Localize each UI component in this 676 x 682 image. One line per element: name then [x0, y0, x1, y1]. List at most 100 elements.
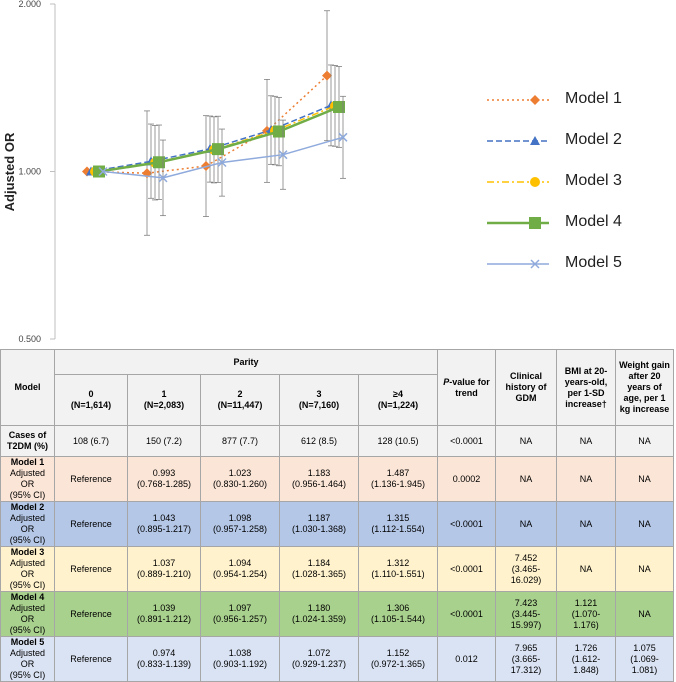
legend-item-model-5: Model 5	[485, 252, 675, 276]
gdm-header: Clinical history of GDM	[495, 349, 558, 426]
parity-label: 2	[237, 389, 243, 399]
model-ci-label: (95% CI)	[9, 625, 46, 635]
weight-ci: (1.069-1.081)	[630, 653, 659, 675]
or-cell: 1.094 (0.954-1.254)	[200, 546, 280, 592]
gdm-ci: (3.665-17.312)	[510, 653, 542, 675]
or-value: 1.043	[152, 513, 176, 523]
parity-label: 0	[88, 389, 94, 399]
legend-swatch-model-5	[487, 259, 549, 269]
legend-swatch-model-4	[487, 217, 549, 229]
gdm-value: NA	[519, 473, 533, 484]
reference-cell: Reference	[54, 456, 128, 502]
legend-label-model-5: Model 5	[565, 254, 622, 271]
p-value-cell: <0.0001	[437, 501, 497, 547]
bmi-value: NA	[579, 518, 593, 529]
or-cell: 1.037 (0.889-1.210)	[127, 546, 201, 592]
model-ci-label: (95% CI)	[9, 670, 46, 680]
or-cell: 1.038 (0.903-1.192)	[200, 636, 280, 682]
legend-label-model-3: Model 3	[565, 172, 622, 189]
weight-gain-header: Weight gain after 20 years of age, per 1…	[615, 349, 675, 426]
or-ci: (1.024-1.359)	[291, 614, 347, 624]
model-row-2: Model 2 Adjusted OR (95% CI) Reference 1.043…	[0, 501, 675, 547]
model-row-3: Model 3 Adjusted OR (95% CI) Reference 1.037…	[0, 546, 675, 592]
or-cell: 1.097 (0.956-1.257)	[200, 591, 280, 637]
y-axis-title: Adjusted OR	[2, 132, 17, 211]
or-cell: 1.180 (1.024-1.359)	[279, 591, 359, 637]
gdm-cell: NA	[495, 501, 558, 547]
or-value: 1.072	[307, 648, 331, 658]
model-1-line	[86, 75, 328, 174]
parity-n: (N=11,447)	[217, 400, 263, 410]
model-title: Model 1	[10, 457, 45, 468]
bmi-cell: 1.726 (1.612-1.848)	[556, 636, 617, 682]
model-5-point	[158, 173, 168, 183]
cases-cell: 108 (6.7)	[54, 425, 128, 457]
or-cell: 0.974 (0.833-1.139)	[127, 636, 201, 682]
gdm-ci: (3.445-15.997)	[510, 608, 542, 630]
chart-series	[82, 10, 348, 236]
or-value: 1.306	[386, 603, 410, 613]
model-5-point-stroke	[158, 173, 168, 183]
cases-row: Cases of T2DM (%) 108 (6.7) 150 (7.2) 877 (7…	[0, 425, 675, 457]
or-ci: (0.972-1.365)	[370, 659, 426, 669]
model-4-series	[93, 66, 345, 200]
legend-swatch-model-1	[487, 95, 549, 105]
legend-item-model-3: Model 3	[485, 170, 675, 194]
model-subtitle: Adjusted OR	[9, 558, 46, 579]
p-value-cell: <0.0001	[437, 591, 497, 637]
or-value: 1.038	[228, 648, 252, 658]
p-header-italic: P	[443, 376, 450, 387]
legend-item-model-2: Model 2	[485, 129, 675, 153]
weight-value: NA	[638, 473, 651, 484]
legend-label-model-4: Model 4	[565, 213, 622, 230]
bmi-ci: (1.612-1.848)	[571, 653, 601, 675]
legend-marker-model-4	[529, 217, 541, 229]
weight-value: NA	[638, 608, 651, 619]
model-title: Model 3	[10, 547, 45, 558]
model-subtitle: Adjusted OR	[9, 513, 46, 534]
weight-cell: NA	[615, 501, 675, 547]
or-value: 1.184	[307, 558, 331, 568]
model-title: Model 4	[10, 592, 45, 603]
model-row-header: Model 1 Adjusted OR (95% CI)	[0, 456, 55, 502]
weight-value: NA	[638, 518, 651, 529]
or-value: 1.023	[228, 468, 252, 478]
reference-cell: Reference	[54, 546, 128, 592]
model-4-point	[153, 156, 165, 169]
model-row-header: Model 3 Adjusted OR (95% CI)	[0, 546, 55, 592]
cases-p-cell: <0.0001	[437, 425, 497, 457]
model-title: Model 2	[10, 502, 45, 513]
model-5-point	[98, 166, 108, 177]
p-value-cell: <0.0001	[437, 546, 497, 592]
parity-column-header: 3 (N=7,160)	[279, 374, 359, 426]
or-ci: (0.956-1.464)	[291, 479, 347, 489]
model-4-point	[333, 100, 345, 113]
weight-cell: NA	[615, 546, 675, 592]
or-ci: (0.957-1.258)	[212, 524, 268, 534]
or-value: 1.183	[307, 468, 331, 478]
gdm-ci: (3.465-16.029)	[510, 563, 542, 585]
reference-cell: Reference	[54, 591, 128, 637]
or-value: 0.974	[152, 648, 176, 658]
or-value: 0.993	[152, 468, 176, 478]
cases-cell: 612 (8.5)	[279, 425, 359, 457]
weight-value: 1.075	[633, 642, 656, 653]
bmi-value: 1.121	[574, 597, 598, 608]
or-ci: (0.954-1.254)	[212, 569, 268, 579]
or-cell: 1.306 (1.105-1.544)	[357, 591, 439, 637]
legend-swatch-model-3	[487, 177, 549, 187]
bmi-cell: NA	[556, 546, 617, 592]
model-subtitle: Adjusted OR	[9, 648, 46, 669]
model-3-series	[90, 65, 340, 201]
weight-cell: NA	[615, 591, 675, 637]
legend-marker-model-1	[530, 95, 540, 105]
y-tick-label: 0.500	[18, 334, 41, 344]
gdm-value: 7.965	[514, 642, 538, 653]
or-ci: (1.110-1.551)	[371, 569, 425, 579]
weight-cell: NA	[615, 456, 675, 502]
parity-column-header: ≥4 (N=1,224)	[357, 374, 439, 426]
model-ci-label: (95% CI)	[9, 535, 46, 545]
or-ci: (0.929-1.237)	[291, 659, 347, 669]
odds-ratio-chart: 0.500 1.000 2.000 Adjusted OR	[2, 0, 348, 344]
or-cell: 0.993 (0.768-1.285)	[127, 456, 201, 502]
